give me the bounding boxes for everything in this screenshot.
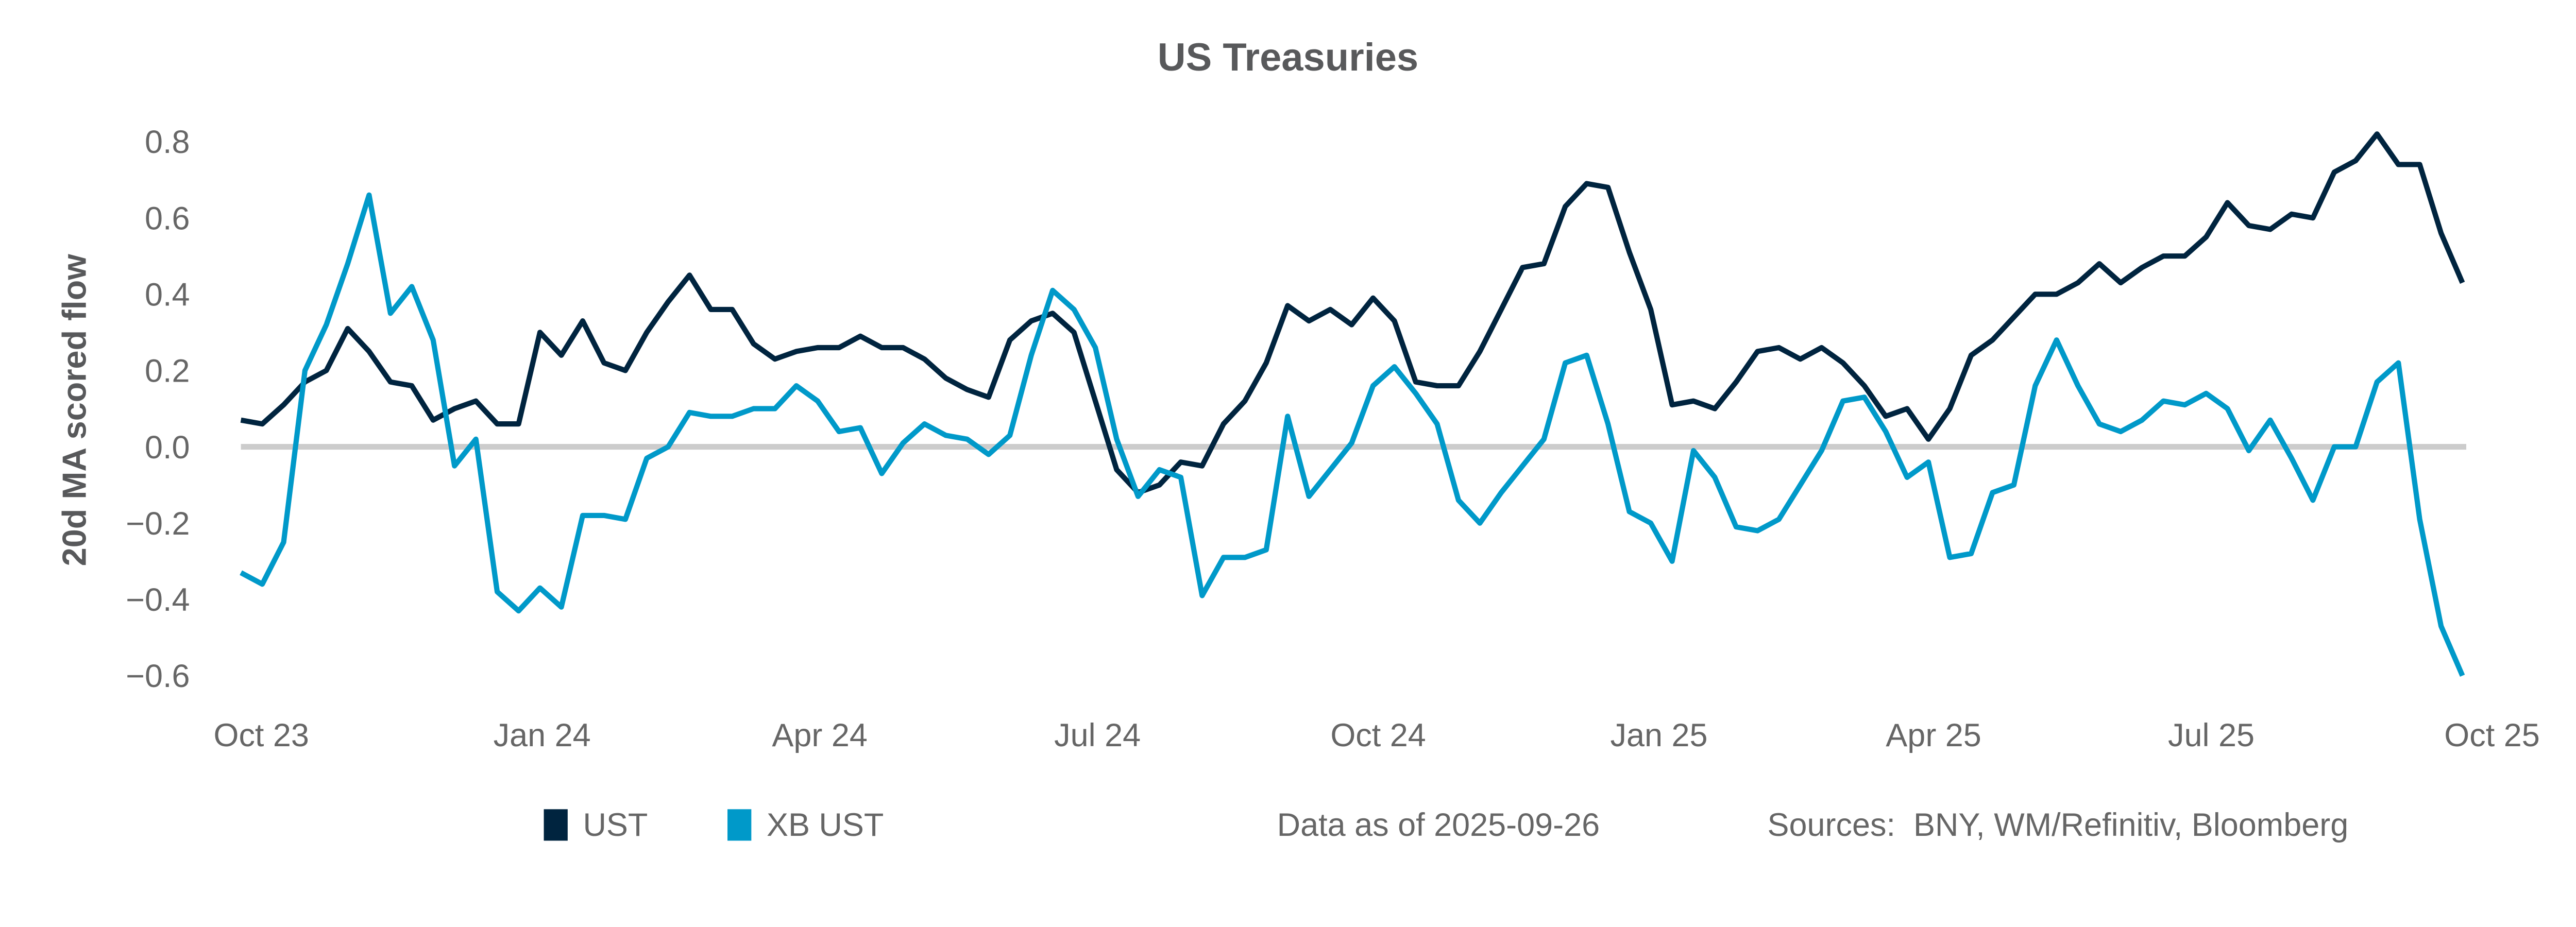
chart: US Treasuries 20d MA scored flow 0.80.60… <box>56 36 2540 843</box>
series-line-xb-ust <box>240 192 2465 677</box>
y-tick-label: 0.4 <box>145 277 190 313</box>
x-tick-label: Jul 24 <box>1054 717 1141 753</box>
y-tick-label: 0.8 <box>145 124 190 160</box>
y-axis-label: 20d MA scored flow <box>56 254 93 566</box>
y-axis-ticks: 0.8 0.6 0.4 0.2 0.0 −0.2 −0.4 −0.6 <box>126 124 190 694</box>
legend-label-ust: UST <box>583 807 648 843</box>
chart-title: US Treasuries <box>1158 36 1418 79</box>
y-tick-label: 0.0 <box>145 430 190 466</box>
series-lines <box>240 131 2465 677</box>
y-tick-label: 0.6 <box>145 200 190 236</box>
x-tick-label: Jan 24 <box>494 717 591 753</box>
x-tick-label: Jul 25 <box>2168 717 2255 753</box>
sources-note: Sources: BNY, WM/Refinitiv, Bloomberg <box>1768 807 2349 843</box>
y-tick-label: −0.2 <box>126 506 190 542</box>
x-tick-label: Oct 24 <box>1330 717 1426 753</box>
x-tick-label: Oct 23 <box>213 717 309 753</box>
x-axis-ticks: Oct 23 Jan 24 Apr 24 Jul 24 Oct 24 Jan 25 Apr … <box>213 717 2539 753</box>
legend-label-xb-ust: XB UST <box>767 807 884 843</box>
legend-swatch-xb-ust <box>727 809 752 841</box>
legend-swatch-ust <box>544 809 568 841</box>
x-tick-label: Apr 25 <box>1886 717 1981 753</box>
x-tick-label: Jan 25 <box>1610 717 1707 753</box>
y-tick-label: 0.2 <box>145 353 190 389</box>
series-line-ust <box>240 131 2465 495</box>
y-tick-label: −0.6 <box>126 658 190 694</box>
data-as-of-note: Data as of 2025-09-26 <box>1277 807 1600 843</box>
x-tick-label: Apr 24 <box>772 717 867 753</box>
x-tick-label: Oct 25 <box>2444 717 2539 753</box>
y-tick-label: −0.4 <box>126 582 190 618</box>
legend: UST XB UST <box>544 807 884 843</box>
